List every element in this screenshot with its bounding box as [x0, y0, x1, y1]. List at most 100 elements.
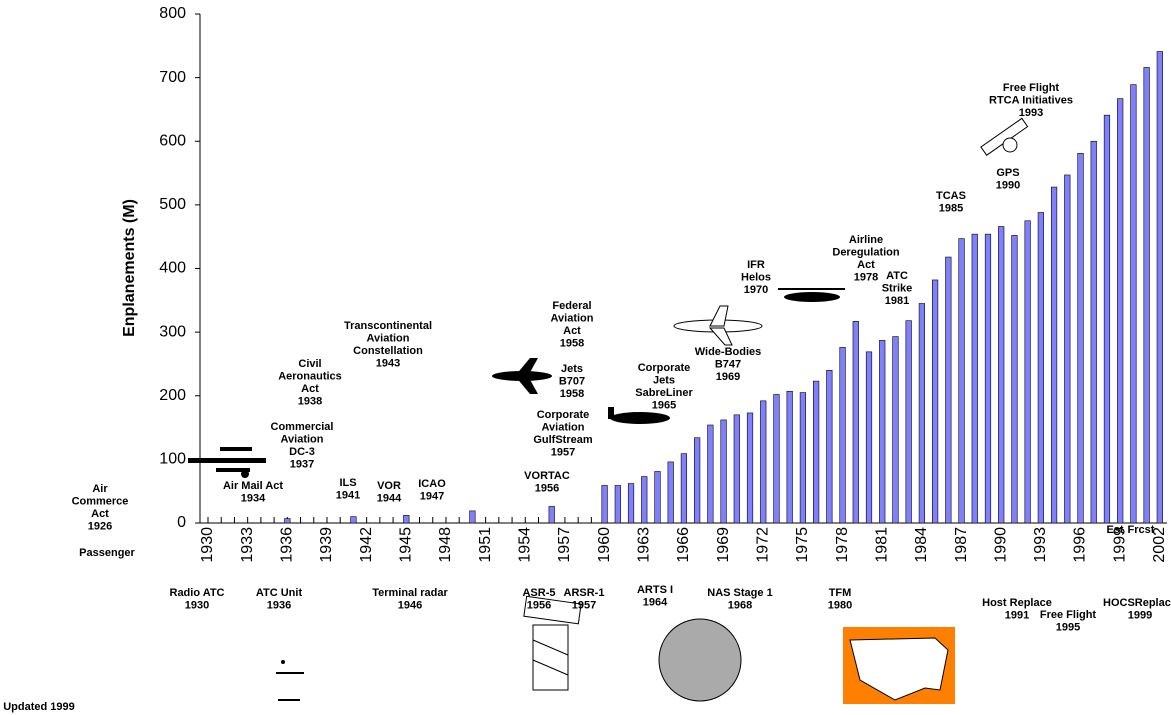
annotation: 1944	[377, 492, 402, 504]
annotation: 1934	[241, 492, 266, 504]
annotation: Aviation	[367, 332, 410, 344]
gulfstream-icon	[608, 407, 670, 424]
annotation: 1947	[420, 490, 444, 502]
annotation: 1930	[185, 599, 209, 611]
bar	[469, 510, 476, 524]
biplane-icon	[188, 447, 266, 478]
bar	[707, 424, 714, 524]
annotation: 1957	[551, 446, 575, 458]
annotation: ATC	[886, 270, 908, 282]
annotation: Act	[857, 259, 875, 271]
annotation: 1978	[854, 271, 878, 283]
annotation: Aviation	[281, 433, 324, 445]
x-tick-label: 1978	[834, 527, 851, 563]
annotation: 1968	[728, 599, 752, 611]
y-tick-label: 800	[159, 5, 186, 22]
jet-icon	[492, 358, 552, 394]
helo-icon	[778, 288, 845, 302]
bar	[1037, 212, 1044, 524]
annotation: 1964	[643, 596, 668, 608]
annotation: Act	[563, 325, 581, 337]
annotation: Air	[92, 483, 108, 495]
annotation: SabreLiner	[635, 387, 693, 399]
annotation: Aviation	[551, 312, 594, 324]
bar	[813, 380, 820, 524]
x-tick-label: 1966	[675, 527, 692, 563]
bar	[892, 336, 899, 524]
x-tick-label: 1975	[794, 527, 811, 563]
bar	[601, 485, 608, 524]
annotation: Constellation	[353, 345, 423, 357]
x-tick-label: 1993	[1032, 527, 1049, 563]
x-tick-label: 1936	[279, 527, 296, 563]
annotation: Act	[91, 508, 109, 520]
x-tick-label: 1933	[239, 527, 256, 563]
annotation: Frcst	[1128, 524, 1155, 536]
annotation: B707	[559, 375, 585, 387]
gps-icon	[980, 117, 1029, 156]
bar	[350, 516, 357, 524]
bar	[654, 471, 661, 524]
bar	[786, 390, 793, 524]
y-tick-label: 500	[159, 196, 186, 213]
annotation: 1941	[336, 489, 360, 501]
annotation: Strike	[882, 282, 913, 294]
annotation: TCAS	[936, 190, 966, 202]
x-tick-label: 2002	[1151, 527, 1168, 563]
bar	[905, 320, 912, 524]
bar	[865, 351, 873, 524]
annotation: Helos	[741, 271, 771, 283]
bar	[680, 453, 688, 524]
bar	[733, 414, 740, 524]
annotation: 1991	[1005, 609, 1029, 621]
bar	[773, 394, 780, 524]
x-tick-label: 1990	[992, 527, 1009, 563]
y-tick-label: 700	[159, 69, 186, 86]
bar	[958, 238, 965, 524]
x-tick-label: 1969	[715, 527, 732, 563]
bar	[760, 400, 767, 524]
annotation: 1985	[939, 202, 963, 214]
x-tick-label: 1957	[556, 527, 573, 563]
annotation: 1938	[298, 395, 322, 407]
x-tick-label: 1981	[873, 527, 890, 563]
bar	[641, 476, 648, 524]
annotation: B747	[715, 358, 741, 370]
bar	[918, 303, 925, 524]
bar	[1143, 67, 1150, 524]
annotation: Commerce	[72, 495, 129, 507]
annotation: TFM	[829, 587, 852, 599]
annotation: DC-3	[289, 446, 315, 458]
annotation: 1969	[716, 371, 740, 383]
annotation: Air Mail Act	[223, 480, 283, 492]
y-axis-label: Enplanements (M)	[121, 199, 138, 337]
annotation: 1957	[572, 599, 596, 611]
y-tick-label: 100	[159, 451, 186, 468]
bar	[1117, 98, 1124, 524]
annotation: Est	[1106, 524, 1123, 536]
annotation: Aeronautics	[278, 370, 342, 382]
annotation: 1993	[1019, 107, 1043, 119]
annotation: 1958	[560, 337, 584, 349]
bar	[931, 279, 939, 524]
annotation: Jets	[561, 363, 583, 375]
annotation: GPS	[996, 167, 1019, 179]
annotation: ARSR-1	[564, 587, 605, 599]
annotation: Updated 1999	[3, 701, 75, 713]
annotation: Passenger	[79, 547, 135, 559]
bar	[839, 347, 846, 524]
annotation: Wide-Bodies	[695, 346, 762, 358]
annotation: ASR-5	[522, 587, 555, 599]
x-tick-label: 1960	[596, 527, 613, 563]
bar	[826, 369, 833, 524]
annotation: 1999	[1128, 609, 1152, 621]
x-tick-label: 1945	[398, 527, 415, 563]
annotation: 1980	[828, 599, 852, 611]
annotation: 1956	[535, 482, 559, 494]
bar	[945, 256, 952, 524]
annotation: Free Flight	[1040, 609, 1097, 621]
annotation: Aviation	[542, 421, 585, 433]
annotation: ATC Unit	[256, 587, 303, 599]
x-tick-label: 1948	[437, 527, 454, 563]
